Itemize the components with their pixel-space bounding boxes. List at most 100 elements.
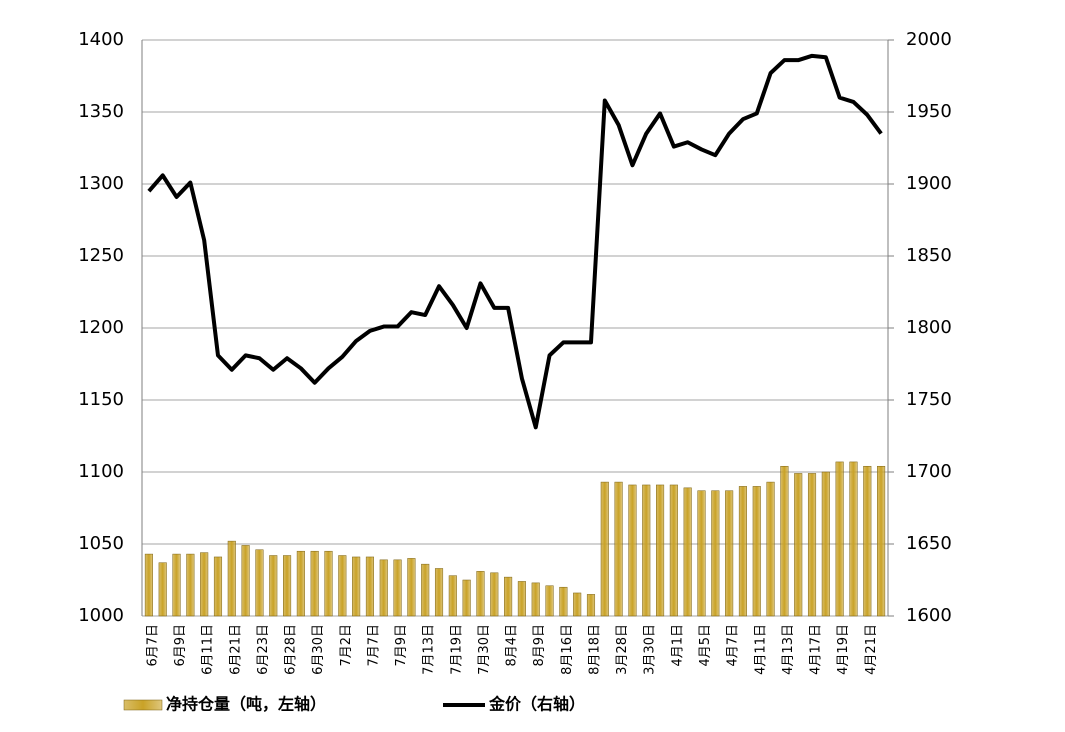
x-tick-label: 7月30日 — [477, 624, 492, 675]
bar — [600, 481, 609, 617]
y-tick-label: 1350 — [78, 101, 124, 122]
bar — [448, 575, 457, 617]
bar — [365, 556, 374, 617]
bar — [476, 571, 485, 617]
x-tick-label: 8月18日 — [587, 624, 602, 675]
bar — [241, 545, 250, 617]
x-tick-label: 6月7日 — [145, 624, 160, 667]
x-tick-label: 3月28日 — [615, 624, 630, 675]
x-tick-label: 4月13日 — [781, 624, 796, 675]
legend-label: 净持仓量（吨，左轴） — [166, 695, 326, 714]
legend-swatch — [123, 699, 163, 711]
bar — [227, 540, 236, 617]
bar — [200, 552, 209, 617]
bar — [296, 550, 305, 617]
bar — [559, 586, 568, 617]
bar — [545, 585, 554, 617]
bar — [711, 490, 720, 617]
x-tick-label: 4月7日 — [726, 624, 741, 667]
y2-tick-label: 1800 — [906, 317, 952, 338]
y2-tick-label: 1900 — [906, 173, 952, 194]
y2-tick-label: 1950 — [906, 101, 952, 122]
bar — [213, 556, 223, 617]
bar — [186, 553, 195, 617]
x-tick-label: 7月13日 — [422, 624, 437, 675]
bar — [324, 550, 333, 617]
bar — [158, 562, 167, 617]
bar — [462, 579, 471, 617]
bar — [766, 481, 775, 617]
bar — [144, 553, 153, 617]
bar — [352, 556, 361, 617]
price-line — [147, 53, 883, 430]
bar — [393, 559, 402, 617]
y2-tick-label: 1600 — [906, 605, 952, 626]
x-tick-label: 7月19日 — [449, 624, 464, 675]
bar — [656, 484, 665, 617]
bar — [531, 582, 540, 617]
x-tick-label: 8月16日 — [560, 624, 575, 675]
y2-tick-label: 1650 — [906, 533, 952, 554]
y2-tick-label: 1750 — [906, 389, 952, 410]
bar — [863, 465, 872, 617]
bar — [669, 484, 678, 617]
bar — [504, 576, 513, 617]
bar — [517, 581, 526, 617]
y-tick-label: 1300 — [78, 173, 124, 194]
x-tick-label: 6月11日 — [201, 624, 216, 675]
y-tick-label: 1000 — [78, 605, 124, 626]
bar — [172, 553, 181, 617]
bar — [614, 481, 623, 617]
legend-label: 金价（右轴） — [488, 695, 585, 714]
bar — [379, 559, 388, 617]
bar — [421, 563, 430, 617]
x-tick-label: 7月2日 — [339, 624, 354, 667]
y-tick-label: 1200 — [78, 317, 124, 338]
y2-tick-label: 2000 — [906, 29, 952, 50]
bar — [697, 490, 706, 617]
bar — [490, 572, 499, 617]
x-tick-label: 4月5日 — [698, 624, 713, 667]
bar — [338, 555, 347, 617]
bar — [434, 568, 444, 617]
bar — [642, 484, 651, 617]
bar — [310, 550, 319, 617]
x-tick-label: 6月28日 — [284, 624, 299, 675]
bar — [255, 549, 264, 617]
bar — [725, 490, 734, 617]
bar — [738, 486, 747, 617]
x-tick-label: 8月4日 — [505, 624, 520, 667]
x-tick-label: 4月11日 — [753, 624, 768, 675]
bar — [835, 461, 844, 617]
y-tick-label: 1100 — [78, 461, 124, 482]
bar — [628, 484, 637, 617]
bar — [794, 473, 803, 617]
x-tick-label: 3月30日 — [643, 624, 658, 675]
x-tick-label: 6月30日 — [311, 624, 326, 675]
y-tick-label: 1400 — [78, 29, 124, 50]
x-tick-label: 4月17日 — [809, 624, 824, 675]
y2-tick-label: 1850 — [906, 245, 952, 266]
x-tick-label: 7月9日 — [394, 624, 409, 667]
x-tick-label: 8月9日 — [532, 624, 547, 667]
bar — [807, 473, 817, 617]
bar — [407, 558, 416, 617]
x-tick-label: 6月21日 — [228, 624, 243, 675]
bar — [586, 594, 596, 617]
y-tick-label: 1050 — [78, 533, 124, 554]
bar — [780, 465, 789, 617]
y-tick-label: 1150 — [78, 389, 124, 410]
x-tick-label: 4月19日 — [836, 624, 851, 675]
bar — [849, 461, 858, 617]
bar — [573, 592, 582, 617]
bar — [821, 471, 830, 617]
x-tick-label: 7月7日 — [366, 624, 381, 667]
bar — [752, 486, 761, 617]
bar — [283, 555, 292, 617]
y-tick-label: 1250 — [78, 245, 124, 266]
x-tick-label: 6月9日 — [173, 624, 188, 667]
y2-tick-label: 1700 — [906, 461, 952, 482]
bar — [877, 465, 886, 617]
bar — [683, 487, 692, 617]
